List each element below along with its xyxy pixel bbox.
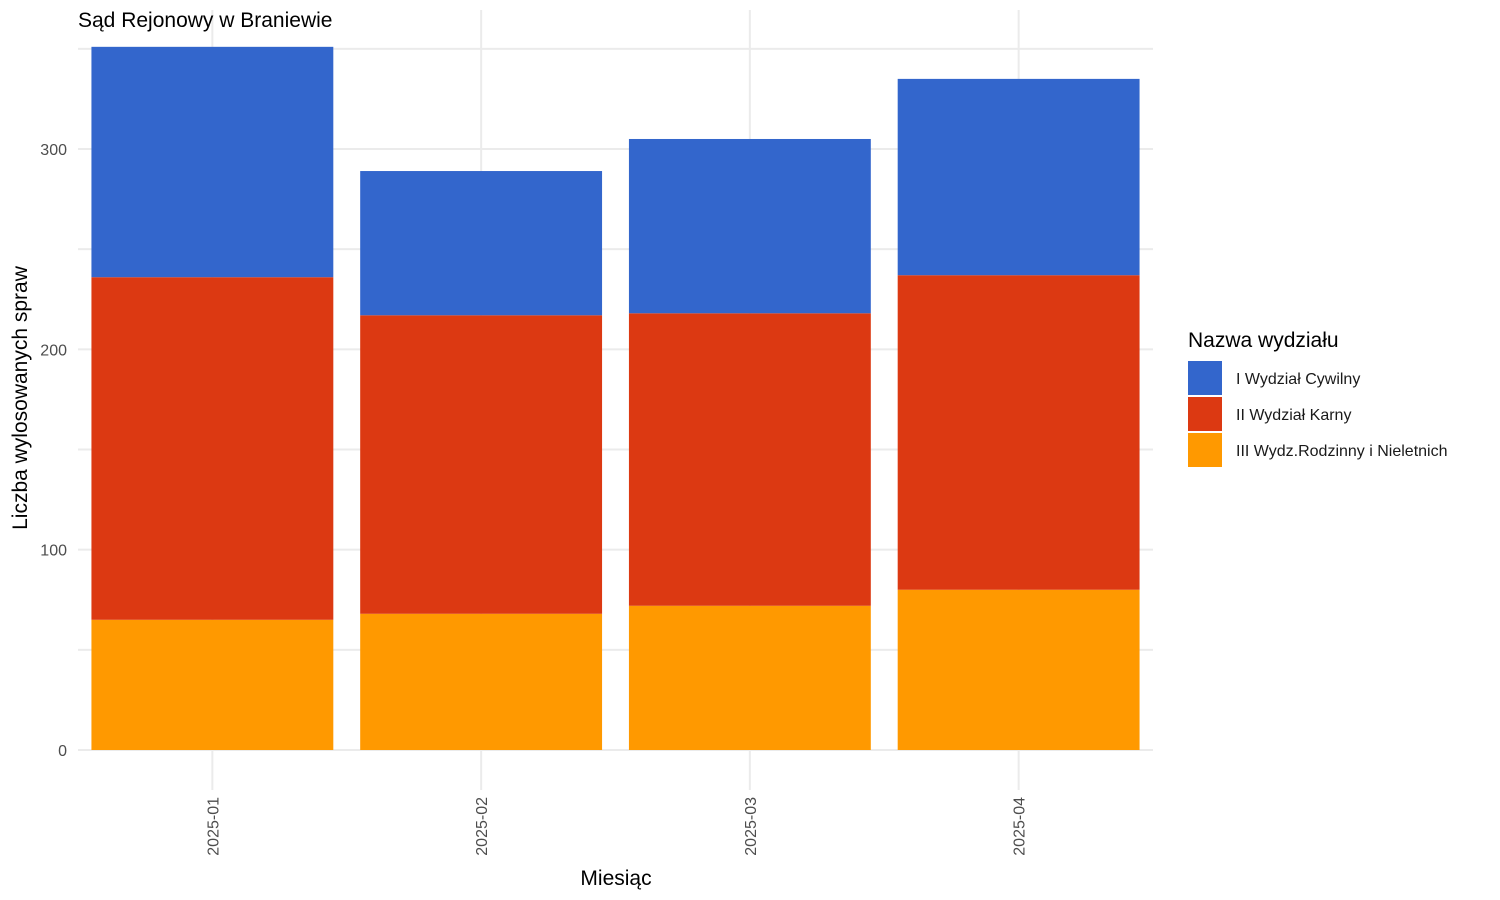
bar-segment [360, 315, 603, 614]
legend-title: Nazwa wydziału [1188, 329, 1339, 352]
y-tick-label: 100 [40, 543, 67, 560]
y-axis-ticks: 0 100 200 300 [40, 142, 67, 760]
y-tick-label: 300 [40, 142, 67, 159]
x-tick-label: 2025-04 [1012, 797, 1029, 856]
legend-swatch [1188, 361, 1222, 395]
bar-segment [628, 138, 871, 314]
legend-label: III Wydz.Rodzinny i Nieletnich [1236, 443, 1448, 460]
bar-segment [897, 78, 1140, 276]
bar-segment [91, 46, 334, 278]
x-tick-label: 2025-01 [205, 797, 222, 856]
legend-label: I Wydział Cywilny [1236, 371, 1360, 388]
legend-swatch [1188, 433, 1222, 467]
legend-label: II Wydział Karny [1236, 407, 1351, 424]
y-tick-label: 0 [58, 743, 67, 760]
legend-swatch [1188, 397, 1222, 431]
bar-segment [360, 171, 603, 316]
x-tick-label: 2025-03 [743, 797, 760, 856]
chart-title: Sąd Rejonowy w Braniewie [78, 9, 332, 32]
x-axis-ticks: 2025-01 2025-02 2025-03 2025-04 [205, 797, 1028, 856]
bar-segment [91, 619, 334, 750]
bars-layer [91, 46, 1140, 750]
legend-items: I Wydział Cywilny II Wydział Karny III Wyd… [1188, 361, 1448, 467]
legend: Nazwa wydziału I Wydział Cywilny II Wydzi… [1188, 329, 1448, 467]
bar-segment [628, 605, 871, 750]
x-tick-label: 2025-02 [474, 797, 491, 856]
bar-segment [360, 613, 603, 750]
y-tick-label: 200 [40, 342, 67, 359]
bar-segment [897, 589, 1140, 750]
bar-segment [628, 313, 871, 606]
bar-segment [897, 275, 1140, 590]
bar-segment [91, 277, 334, 620]
x-axis-title: Miesiąc [580, 867, 651, 890]
y-axis-title: Liczba wylosowanych spraw [9, 265, 32, 530]
